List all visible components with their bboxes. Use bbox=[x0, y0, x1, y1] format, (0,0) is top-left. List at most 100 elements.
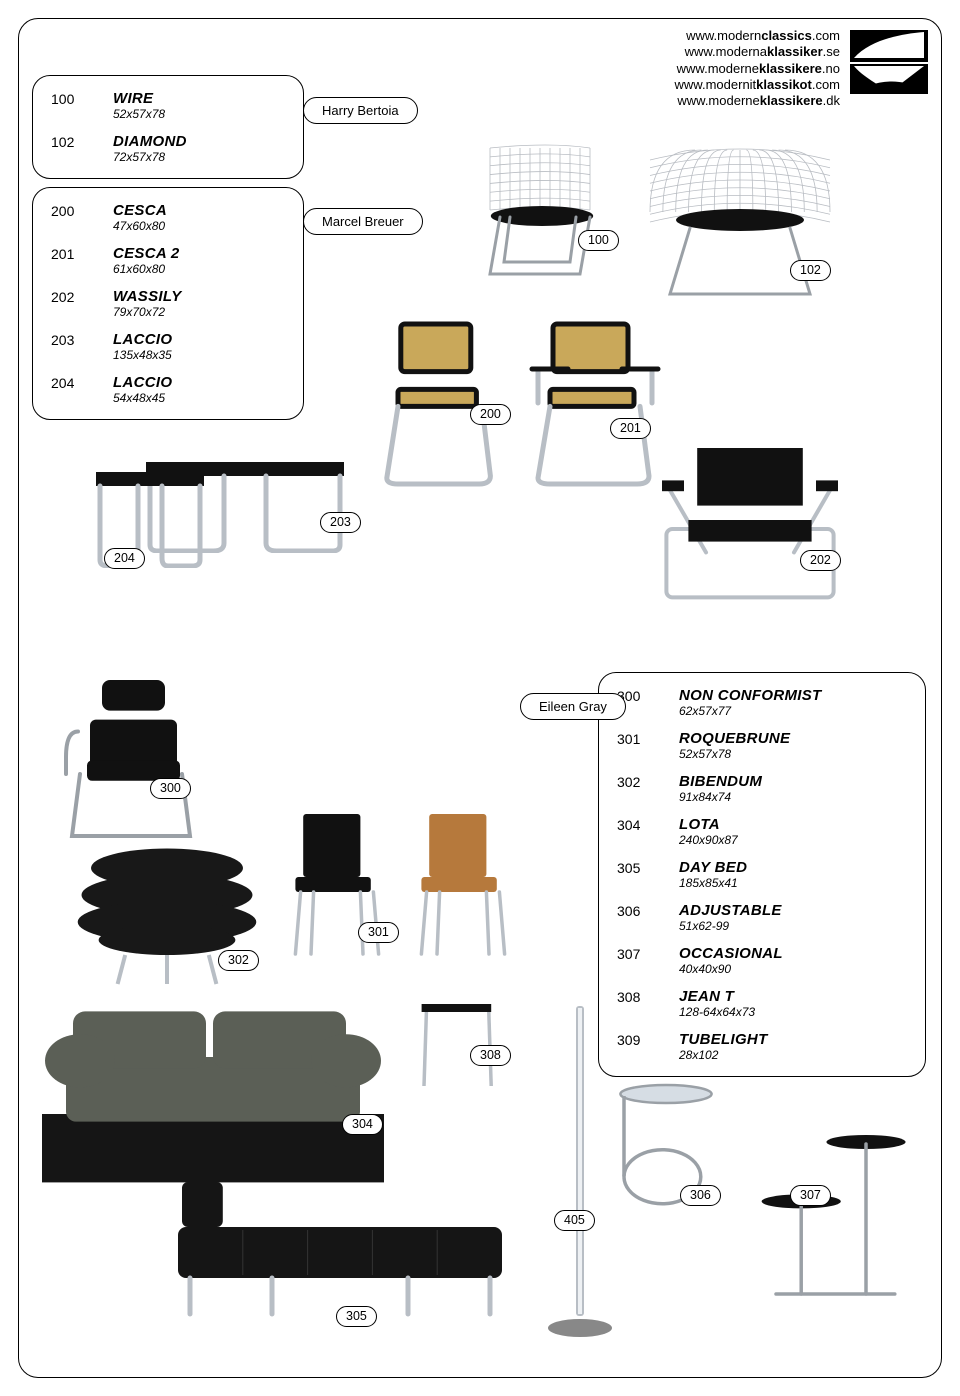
spec-name: LACCIO bbox=[113, 374, 285, 391]
spec-num: 308 bbox=[617, 988, 679, 1019]
product-304 bbox=[38, 1000, 388, 1190]
designer-label-bertoia: Harry Bertoia bbox=[303, 97, 418, 124]
product-405 bbox=[540, 1000, 620, 1340]
spec-name: BIBENDUM bbox=[679, 773, 907, 790]
product-pill-306: 306 bbox=[680, 1185, 721, 1206]
product-pill-302: 302 bbox=[218, 950, 259, 971]
product-pill-304: 304 bbox=[342, 1114, 383, 1135]
spec-row: 200CESCA47x60x80 bbox=[51, 202, 285, 233]
product-pill-201: 201 bbox=[610, 418, 651, 439]
spec-name: DAY BED bbox=[679, 859, 907, 876]
spec-row: 301ROQUEBRUNE52x57x78 bbox=[617, 730, 907, 761]
spec-name: LOTA bbox=[679, 816, 907, 833]
spec-text: ADJUSTABLE51x62-99 bbox=[679, 902, 907, 933]
url-line: www.moderneklassikere.dk bbox=[675, 93, 840, 109]
product-pill-200: 200 bbox=[470, 404, 511, 425]
spec-num: 302 bbox=[617, 773, 679, 804]
product-301b bbox=[398, 808, 528, 958]
spec-name: DIAMOND bbox=[113, 133, 285, 150]
product-pill-301: 301 bbox=[358, 922, 399, 943]
product-200 bbox=[370, 318, 510, 488]
spec-row: 302BIBENDUM91x84x74 bbox=[617, 773, 907, 804]
spec-row: 201CESCA 261x60x80 bbox=[51, 245, 285, 276]
spec-row: 306ADJUSTABLE51x62-99 bbox=[617, 902, 907, 933]
spec-num: 100 bbox=[51, 90, 113, 121]
spec-text: LOTA240x90x87 bbox=[679, 816, 907, 847]
spec-dims: 52x57x78 bbox=[679, 747, 907, 761]
spec-num: 304 bbox=[617, 816, 679, 847]
spec-text: ROQUEBRUNE52x57x78 bbox=[679, 730, 907, 761]
spec-dims: 128-64x64x73 bbox=[679, 1005, 907, 1019]
spec-dims: 240x90x87 bbox=[679, 833, 907, 847]
spec-dims: 135x48x35 bbox=[113, 348, 285, 362]
url-line: www.moderneklassikere.no bbox=[675, 61, 840, 77]
spec-num: 300 bbox=[617, 687, 679, 718]
spec-row: 307OCCASIONAL40x40x90 bbox=[617, 945, 907, 976]
url-line: www.modernaklassiker.se bbox=[675, 44, 840, 60]
spec-box-bertoia: 100WIRE52x57x78102DIAMOND72x57x78 bbox=[32, 75, 304, 179]
spec-text: JEAN T128-64x64x73 bbox=[679, 988, 907, 1019]
header-urls: www.modernclassics.com www.modernaklassi… bbox=[675, 28, 840, 109]
product-pill-204: 204 bbox=[104, 548, 145, 569]
spec-num: 202 bbox=[51, 288, 113, 319]
spec-name: WIRE bbox=[113, 90, 285, 107]
spec-name: WASSILY bbox=[113, 288, 285, 305]
product-202 bbox=[640, 430, 860, 610]
spec-row: 204LACCIO54x48x45 bbox=[51, 374, 285, 405]
spec-row: 309TUBELIGHT28x102 bbox=[617, 1031, 907, 1062]
spec-dims: 62x57x77 bbox=[679, 704, 907, 718]
spec-box-gray: 300NON CONFORMIST62x57x77 301ROQUEBRUNE52… bbox=[598, 672, 926, 1077]
spec-name: TUBELIGHT bbox=[679, 1031, 907, 1048]
product-pill-307: 307 bbox=[790, 1185, 831, 1206]
designer-label-gray: Eileen Gray bbox=[520, 693, 626, 720]
product-pill-405: 405 bbox=[554, 1210, 595, 1231]
product-pill-305: 305 bbox=[336, 1306, 377, 1327]
url-line: www.modernitklassikot.com bbox=[675, 77, 840, 93]
spec-num: 305 bbox=[617, 859, 679, 890]
spec-num: 200 bbox=[51, 202, 113, 233]
spec-dims: 185x85x41 bbox=[679, 876, 907, 890]
spec-dims: 72x57x78 bbox=[113, 150, 285, 164]
spec-dims: 40x40x90 bbox=[679, 962, 907, 976]
product-pill-202: 202 bbox=[800, 550, 841, 571]
spec-text: TUBELIGHT28x102 bbox=[679, 1031, 907, 1062]
product-pill-308: 308 bbox=[470, 1045, 511, 1066]
spec-name: CESCA 2 bbox=[113, 245, 285, 262]
product-pill-100: 100 bbox=[578, 230, 619, 251]
spec-num: 201 bbox=[51, 245, 113, 276]
spec-text: CESCA 261x60x80 bbox=[113, 245, 285, 276]
spec-dims: 52x57x78 bbox=[113, 107, 285, 121]
spec-text: LACCIO135x48x35 bbox=[113, 331, 285, 362]
spec-row: 100WIRE52x57x78 bbox=[51, 90, 285, 121]
spec-dims: 91x84x74 bbox=[679, 790, 907, 804]
spec-name: NON CONFORMIST bbox=[679, 687, 907, 704]
spec-dims: 47x60x80 bbox=[113, 219, 285, 233]
product-300 bbox=[60, 672, 210, 842]
spec-text: WIRE52x57x78 bbox=[113, 90, 285, 121]
spec-text: DAY BED185x85x41 bbox=[679, 859, 907, 890]
spec-text: BIBENDUM91x84x74 bbox=[679, 773, 907, 804]
product-305 bbox=[170, 1170, 510, 1320]
spec-text: WASSILY79x70x72 bbox=[113, 288, 285, 319]
product-pill-203: 203 bbox=[320, 512, 361, 533]
designer-label-breuer: Marcel Breuer bbox=[303, 208, 423, 235]
spec-dims: 79x70x72 bbox=[113, 305, 285, 319]
spec-box-breuer: 200CESCA47x60x80201CESCA 261x60x80202WAS… bbox=[32, 187, 304, 420]
spec-num: 306 bbox=[617, 902, 679, 933]
spec-name: LACCIO bbox=[113, 331, 285, 348]
product-pill-300: 300 bbox=[150, 778, 191, 799]
spec-dims: 51x62-99 bbox=[679, 919, 907, 933]
url-line: www.modernclassics.com bbox=[675, 28, 840, 44]
spec-num: 203 bbox=[51, 331, 113, 362]
spec-row: 202WASSILY79x70x72 bbox=[51, 288, 285, 319]
product-100 bbox=[470, 140, 630, 280]
spec-text: DIAMOND72x57x78 bbox=[113, 133, 285, 164]
spec-num: 102 bbox=[51, 133, 113, 164]
spec-name: CESCA bbox=[113, 202, 285, 219]
spec-row: 300NON CONFORMIST62x57x77 bbox=[617, 687, 907, 718]
spec-row: 203LACCIO135x48x35 bbox=[51, 331, 285, 362]
spec-name: OCCASIONAL bbox=[679, 945, 907, 962]
spec-text: OCCASIONAL40x40x90 bbox=[679, 945, 907, 976]
spec-text: NON CONFORMIST62x57x77 bbox=[679, 687, 907, 718]
spec-row: 308JEAN T128-64x64x73 bbox=[617, 988, 907, 1019]
